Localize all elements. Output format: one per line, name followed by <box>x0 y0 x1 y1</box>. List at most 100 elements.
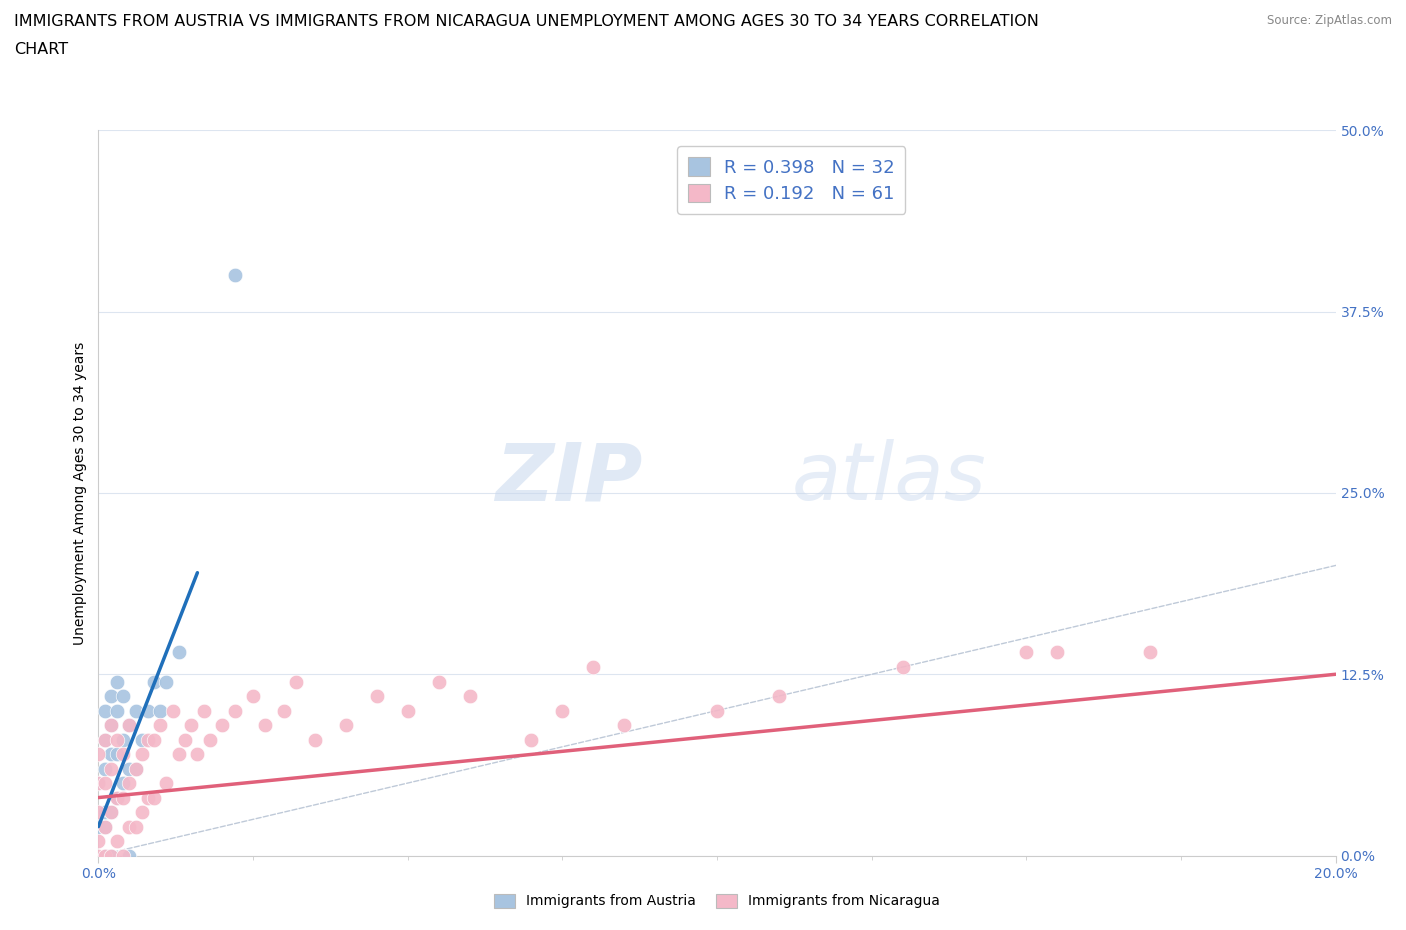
Point <box>93 732 115 747</box>
Point <box>198 732 221 747</box>
Point <box>105 703 128 718</box>
Point <box>87 776 110 790</box>
Point <box>105 747 128 762</box>
Point <box>112 790 135 805</box>
Point <box>136 732 159 747</box>
Point <box>105 790 128 805</box>
Point <box>112 747 135 762</box>
Point <box>100 761 122 776</box>
Point <box>118 761 141 776</box>
Point <box>520 732 543 747</box>
Point <box>105 732 128 747</box>
Point <box>186 747 208 762</box>
Point <box>613 718 636 733</box>
Point <box>891 659 914 674</box>
Point <box>366 688 388 703</box>
Point <box>100 804 122 819</box>
Point <box>162 703 184 718</box>
Point <box>124 761 146 776</box>
Point <box>112 732 135 747</box>
Point <box>149 703 172 718</box>
Point <box>100 804 122 819</box>
Point <box>105 790 128 805</box>
Point <box>93 703 115 718</box>
Point <box>155 674 177 689</box>
Point <box>93 776 115 790</box>
Point <box>112 776 135 790</box>
Point <box>131 804 153 819</box>
Text: Source: ZipAtlas.com: Source: ZipAtlas.com <box>1267 14 1392 27</box>
Point <box>118 718 141 733</box>
Point <box>124 703 146 718</box>
Point <box>242 688 264 703</box>
Point <box>304 732 326 747</box>
Point <box>285 674 308 689</box>
Point <box>768 688 790 703</box>
Text: IMMIGRANTS FROM AUSTRIA VS IMMIGRANTS FROM NICARAGUA UNEMPLOYMENT AMONG AGES 30 : IMMIGRANTS FROM AUSTRIA VS IMMIGRANTS FR… <box>14 14 1039 29</box>
Point <box>87 819 110 834</box>
Point <box>551 703 574 718</box>
Point <box>155 776 177 790</box>
Point <box>211 718 233 733</box>
Point <box>1015 645 1038 660</box>
Point <box>143 790 166 805</box>
Point <box>93 819 115 834</box>
Point <box>136 790 159 805</box>
Point <box>112 688 135 703</box>
Point <box>149 718 172 733</box>
Point <box>273 703 295 718</box>
Point <box>87 848 110 863</box>
Point <box>118 848 141 863</box>
Legend: Immigrants from Austria, Immigrants from Nicaragua: Immigrants from Austria, Immigrants from… <box>488 888 946 914</box>
Point <box>100 688 122 703</box>
Point <box>124 761 146 776</box>
Point <box>193 703 215 718</box>
Point <box>131 747 153 762</box>
Point <box>174 732 197 747</box>
Text: atlas: atlas <box>792 439 986 517</box>
Point <box>93 819 115 834</box>
Point <box>93 804 115 819</box>
Point <box>396 703 419 718</box>
Point <box>1139 645 1161 660</box>
Text: ZIP: ZIP <box>495 439 643 517</box>
Y-axis label: Unemployment Among Ages 30 to 34 years: Unemployment Among Ages 30 to 34 years <box>73 341 87 644</box>
Point <box>105 674 128 689</box>
Point <box>143 674 166 689</box>
Point <box>100 848 122 863</box>
Point <box>87 747 110 762</box>
Point <box>112 848 135 863</box>
Point <box>582 659 605 674</box>
Text: CHART: CHART <box>14 42 67 57</box>
Point <box>143 732 166 747</box>
Point <box>87 804 110 819</box>
Point <box>254 718 277 733</box>
Point <box>100 718 122 733</box>
Point <box>224 703 246 718</box>
Point <box>100 718 122 733</box>
Point <box>124 819 146 834</box>
Point <box>706 703 728 718</box>
Point <box>93 761 115 776</box>
Point <box>458 688 481 703</box>
Point <box>100 747 122 762</box>
Point <box>87 776 110 790</box>
Point <box>427 674 450 689</box>
Point <box>335 718 357 733</box>
Point <box>93 732 115 747</box>
Point <box>93 848 115 863</box>
Point <box>131 732 153 747</box>
Point <box>167 747 190 762</box>
Point <box>167 645 190 660</box>
Point <box>100 848 122 863</box>
Point <box>136 703 159 718</box>
Point <box>1046 645 1069 660</box>
Point <box>87 833 110 848</box>
Point <box>224 268 246 283</box>
Point <box>93 848 115 863</box>
Point <box>180 718 202 733</box>
Point <box>118 776 141 790</box>
Point <box>118 718 141 733</box>
Point <box>118 819 141 834</box>
Point <box>105 833 128 848</box>
